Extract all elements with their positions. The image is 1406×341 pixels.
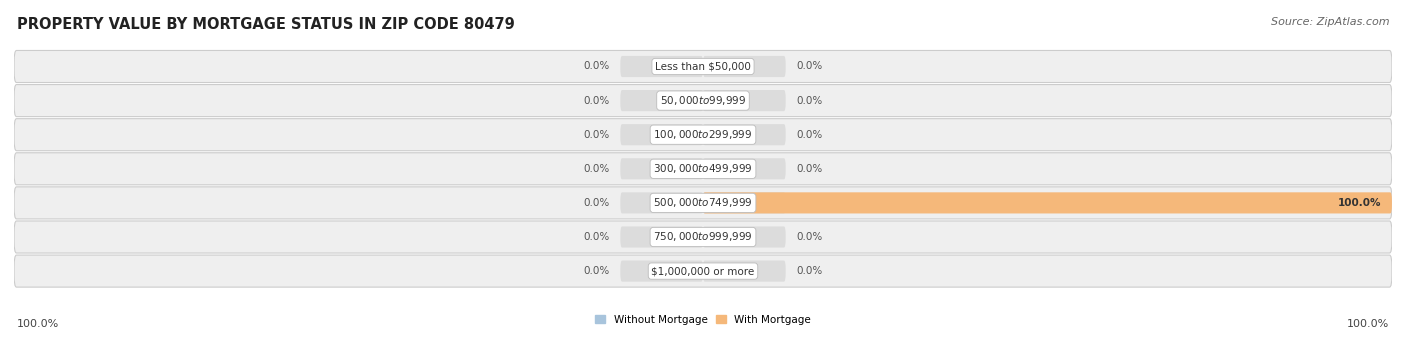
FancyBboxPatch shape — [14, 153, 1392, 185]
Text: $750,000 to $999,999: $750,000 to $999,999 — [654, 231, 752, 243]
Text: 0.0%: 0.0% — [796, 95, 823, 106]
Text: 0.0%: 0.0% — [796, 61, 823, 72]
Text: 0.0%: 0.0% — [583, 61, 610, 72]
FancyBboxPatch shape — [703, 90, 786, 111]
Text: 0.0%: 0.0% — [796, 130, 823, 140]
Text: 0.0%: 0.0% — [583, 164, 610, 174]
FancyBboxPatch shape — [703, 158, 786, 179]
FancyBboxPatch shape — [703, 192, 786, 213]
FancyBboxPatch shape — [620, 192, 703, 213]
Text: 0.0%: 0.0% — [583, 232, 610, 242]
FancyBboxPatch shape — [703, 261, 786, 282]
FancyBboxPatch shape — [620, 226, 703, 248]
FancyBboxPatch shape — [14, 187, 1392, 219]
Text: 0.0%: 0.0% — [796, 266, 823, 276]
Text: 0.0%: 0.0% — [583, 198, 610, 208]
Text: 0.0%: 0.0% — [583, 130, 610, 140]
FancyBboxPatch shape — [703, 192, 1392, 213]
FancyBboxPatch shape — [620, 158, 703, 179]
Text: 100.0%: 100.0% — [1347, 319, 1389, 329]
FancyBboxPatch shape — [620, 56, 703, 77]
FancyBboxPatch shape — [14, 119, 1392, 151]
FancyBboxPatch shape — [14, 255, 1392, 287]
FancyBboxPatch shape — [14, 85, 1392, 117]
Text: 100.0%: 100.0% — [1339, 198, 1382, 208]
Text: 100.0%: 100.0% — [17, 319, 59, 329]
Text: $500,000 to $749,999: $500,000 to $749,999 — [654, 196, 752, 209]
Text: 0.0%: 0.0% — [583, 266, 610, 276]
FancyBboxPatch shape — [703, 56, 786, 77]
FancyBboxPatch shape — [703, 226, 786, 248]
FancyBboxPatch shape — [14, 221, 1392, 253]
FancyBboxPatch shape — [703, 124, 786, 145]
Text: Less than $50,000: Less than $50,000 — [655, 61, 751, 72]
Text: 0.0%: 0.0% — [796, 232, 823, 242]
Text: $1,000,000 or more: $1,000,000 or more — [651, 266, 755, 276]
FancyBboxPatch shape — [620, 90, 703, 111]
FancyBboxPatch shape — [620, 124, 703, 145]
Text: 0.0%: 0.0% — [583, 95, 610, 106]
Text: $50,000 to $99,999: $50,000 to $99,999 — [659, 94, 747, 107]
FancyBboxPatch shape — [14, 50, 1392, 83]
Text: Source: ZipAtlas.com: Source: ZipAtlas.com — [1271, 17, 1389, 27]
Text: 0.0%: 0.0% — [796, 164, 823, 174]
FancyBboxPatch shape — [620, 261, 703, 282]
Text: $300,000 to $499,999: $300,000 to $499,999 — [654, 162, 752, 175]
Legend: Without Mortgage, With Mortgage: Without Mortgage, With Mortgage — [591, 311, 815, 329]
Text: $100,000 to $299,999: $100,000 to $299,999 — [654, 128, 752, 141]
Text: PROPERTY VALUE BY MORTGAGE STATUS IN ZIP CODE 80479: PROPERTY VALUE BY MORTGAGE STATUS IN ZIP… — [17, 17, 515, 32]
